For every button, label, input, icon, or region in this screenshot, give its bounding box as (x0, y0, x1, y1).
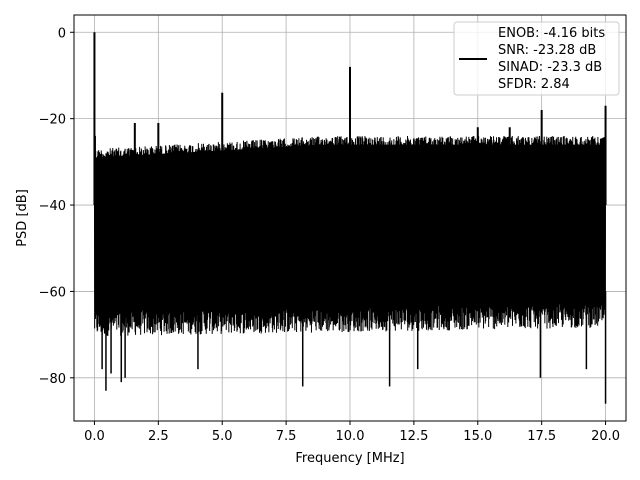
x-tick-label: 0.0 (84, 429, 105, 444)
x-tick-label: 20.0 (591, 429, 620, 444)
psd-series (93, 32, 607, 404)
x-tick-label: 7.5 (276, 429, 297, 444)
x-tick-label: 17.5 (527, 429, 556, 444)
legend-entry-enob: ENOB: -4.16 bits (498, 26, 605, 41)
legend: ENOB: -4.16 bits SNR: -23.28 dB SINAD: -… (453, 21, 620, 96)
legend-box (453, 21, 620, 96)
y-tick-label: −40 (39, 199, 66, 214)
x-tick-label: 15.0 (463, 429, 492, 444)
y-tick-label: −60 (39, 285, 66, 300)
x-tick-label: 12.5 (399, 429, 428, 444)
y-tick-label: 0 (58, 26, 66, 41)
y-axis-label: PSD [dB] (15, 189, 30, 247)
y-tick-label: −20 (39, 113, 66, 128)
x-tick-label: 2.5 (148, 429, 169, 444)
x-tick-label: 10.0 (336, 429, 365, 444)
y-tick-label: −80 (39, 372, 66, 387)
x-tick-label: 5.0 (212, 429, 233, 444)
x-axis-label: Frequency [MHz] (295, 451, 404, 466)
legend-entry-snr: SNR: -23.28 dB (498, 43, 596, 58)
legend-entry-sinad: SINAD: -23.3 dB (498, 60, 602, 75)
legend-entry-sfdr: SFDR: 2.84 (498, 77, 570, 92)
axis-ticks: 0.0 2.5 5.0 7.5 10.0 12.5 15.0 17.5 20.0 0 −20 −40 −… (39, 26, 620, 444)
